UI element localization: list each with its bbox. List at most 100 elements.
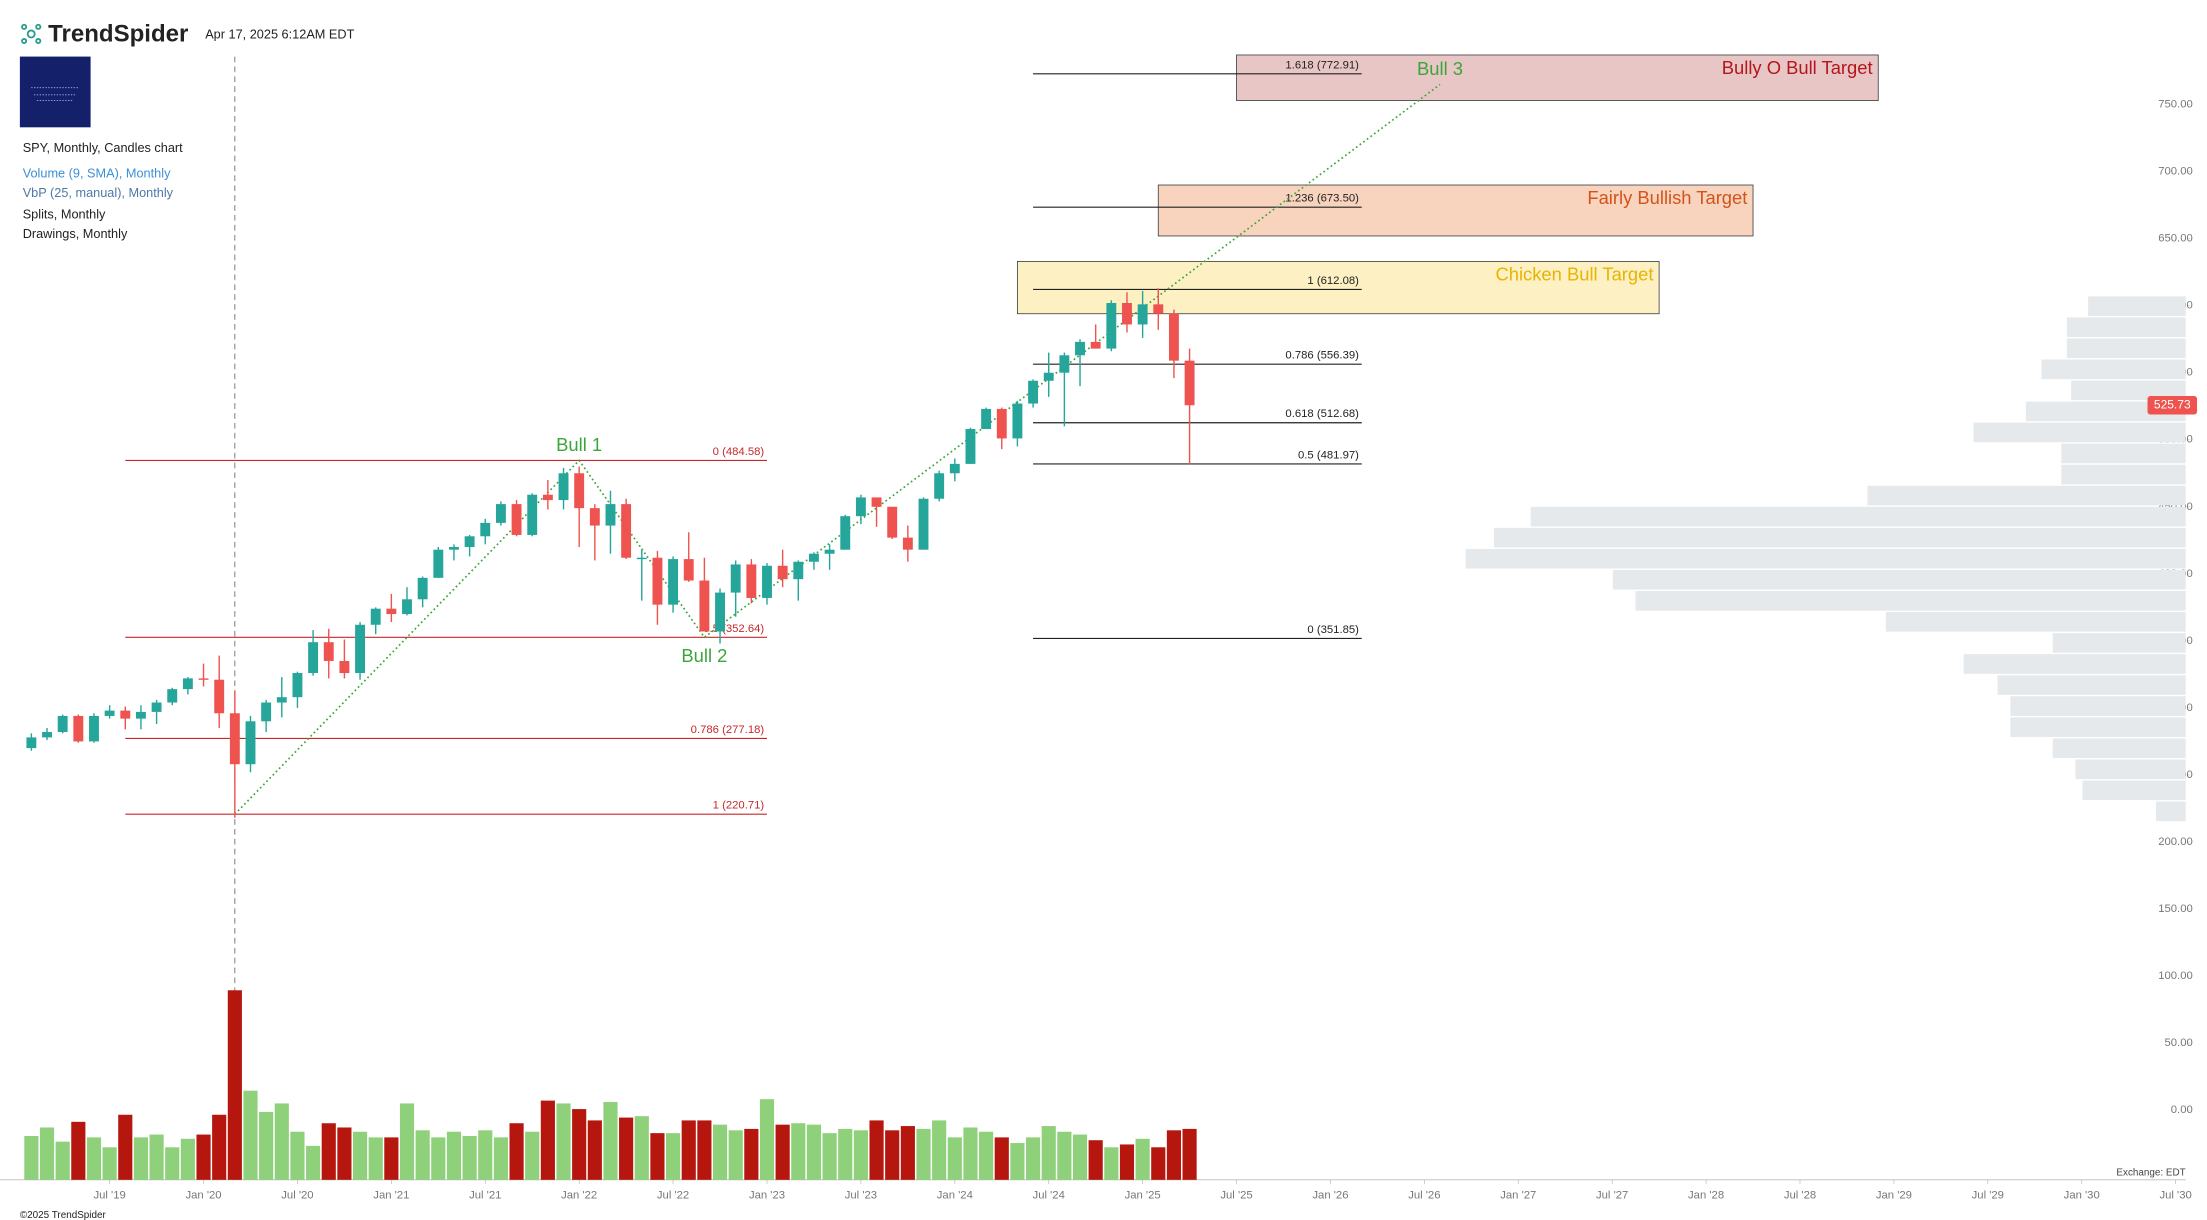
volume-bar [462, 1135, 477, 1180]
volume-bar [759, 1099, 775, 1180]
brand: TrendSpider [48, 21, 188, 48]
fib-label: 0 (351.85) [1307, 624, 1359, 636]
volume-bar [853, 1130, 868, 1180]
volume-bar [681, 1120, 696, 1180]
vbp-bar [2010, 696, 2186, 716]
fib-label: 1 (220.71) [713, 800, 765, 812]
vbp-bar [2025, 401, 2186, 422]
fib-label: 0.786 (556.39) [1285, 350, 1359, 362]
y-tick-label: 200.00 [2158, 836, 2193, 848]
candle-body [1043, 372, 1054, 381]
x-tick-label: Jan '22 [561, 1189, 597, 1201]
candle-body [574, 473, 585, 509]
legend-item[interactable]: VbP (25, manual), Monthly [23, 185, 174, 200]
vbp-bar [1963, 654, 2186, 674]
volume-bar [415, 1130, 430, 1180]
volume-bar [290, 1131, 305, 1180]
volume-bar [994, 1137, 1009, 1180]
candle-body [965, 429, 976, 464]
volume-bar [587, 1120, 602, 1180]
volume-bar [1072, 1134, 1088, 1180]
fib-label: 0 (484.58) [713, 446, 765, 458]
y-tick-label: 0.00 [2171, 1104, 2193, 1116]
x-tick-label: Jan '30 [2064, 1189, 2100, 1201]
volume-bar [352, 1131, 368, 1180]
candle-body [1122, 303, 1132, 325]
candle-body [746, 564, 757, 598]
candle-body [996, 408, 1007, 439]
candle-body [1153, 304, 1164, 314]
volume-bar [1057, 1131, 1072, 1180]
candle-body [949, 463, 960, 474]
y-tick-label: 700.00 [2158, 166, 2193, 178]
legend-item[interactable]: Splits, Monthly [23, 206, 106, 221]
volume-bar [556, 1103, 571, 1180]
volume-bar [1025, 1137, 1041, 1180]
x-tick-label: Jul '26 [1408, 1189, 1440, 1201]
legend-item[interactable]: Drawings, Monthly [23, 226, 128, 241]
volume-bar [791, 1123, 806, 1180]
volume-bar [368, 1137, 383, 1180]
x-tick-label: Jan '28 [1688, 1189, 1724, 1201]
volume-bar [212, 1114, 227, 1180]
candle-body [1028, 380, 1039, 404]
candle-body [981, 408, 992, 430]
volume-bar [1119, 1144, 1135, 1180]
volume-bar [337, 1127, 352, 1180]
volume-bar [478, 1130, 493, 1180]
wave-label: Bull 1 [556, 434, 602, 455]
target-zone [1157, 184, 1754, 237]
fib-label: 0.786 (277.18) [691, 724, 765, 736]
candle-body [652, 557, 663, 605]
volume-bar [196, 1134, 211, 1180]
volume-bar [775, 1124, 790, 1180]
x-tick-label: Jan '27 [1500, 1189, 1536, 1201]
candle-body [339, 660, 350, 674]
candle-body [480, 522, 491, 537]
volume-bar [963, 1127, 978, 1180]
candle-body [558, 473, 569, 501]
candle-body [151, 702, 162, 712]
candle-body [762, 565, 772, 598]
target-label: Bully O Bull Target [1722, 57, 1873, 78]
volume-bar [697, 1120, 712, 1180]
candle-body [292, 673, 303, 698]
x-tick-label: Jul '27 [1596, 1189, 1628, 1201]
fib-label: 1.236 (673.50) [1285, 193, 1359, 205]
vbp-bar [1973, 422, 2186, 443]
volume-bar [540, 1100, 555, 1180]
series-layer: 525.73 [24, 288, 2198, 1180]
candle-body [871, 497, 882, 507]
candle-body [699, 580, 710, 632]
volume-bar [102, 1147, 117, 1180]
y-tick-label: 100.00 [2158, 970, 2193, 982]
volume-bar [744, 1128, 759, 1180]
volume-bar [525, 1131, 540, 1180]
volume-bar [712, 1124, 728, 1180]
volume-bar [822, 1133, 837, 1180]
candle-body [386, 608, 397, 615]
vbp-bar [1465, 548, 2186, 569]
copyright: ©2025 TrendSpider [20, 1210, 107, 1220]
vbp-bar [2066, 338, 2186, 359]
candle-body [808, 553, 819, 562]
volume-bar [399, 1103, 415, 1180]
candle-body [621, 504, 632, 558]
volume-bar [493, 1137, 508, 1180]
candle-body [527, 494, 538, 535]
candle-body [683, 559, 694, 581]
vbp-bar [2156, 801, 2186, 822]
volume-bar [1135, 1138, 1150, 1180]
candle-body [824, 549, 835, 554]
candle-body [668, 559, 679, 605]
volume-bar [634, 1116, 649, 1180]
volume-bar [885, 1130, 900, 1180]
volume-bar [572, 1109, 587, 1180]
candle-body [542, 494, 553, 501]
volume-bar [165, 1147, 180, 1180]
volume-bar [259, 1111, 274, 1180]
legend-item[interactable]: Volume (9, SMA), Monthly [23, 165, 171, 180]
volume-bar [869, 1120, 884, 1180]
volume-bar [932, 1120, 947, 1180]
